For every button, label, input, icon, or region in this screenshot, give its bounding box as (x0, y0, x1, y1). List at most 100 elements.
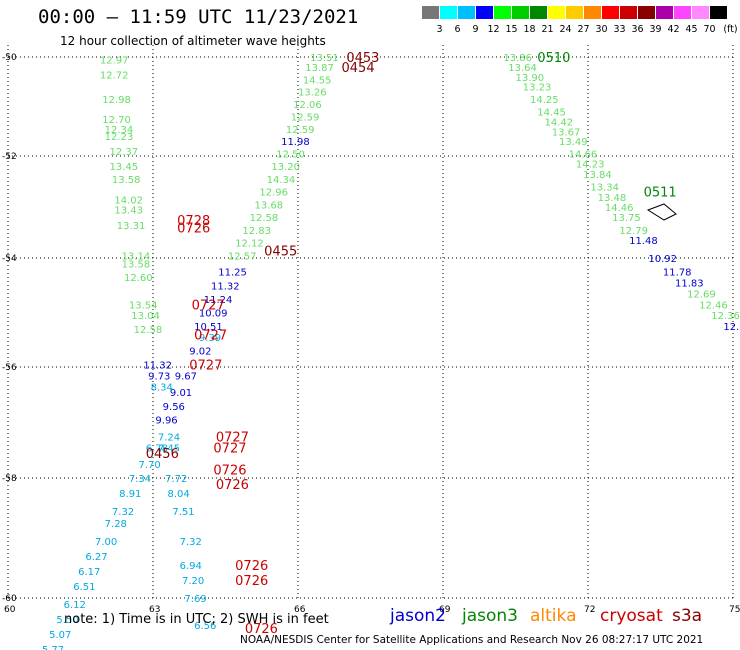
swh-value: 8.91 (119, 489, 141, 500)
lon-tick-label: 72 (584, 605, 595, 615)
observation-labels: 13.5113.8714.5513.2612.0612.5912.5911.98… (42, 51, 740, 650)
swh-value: 7.32 (112, 507, 134, 518)
swh-value: 13.45 (110, 162, 139, 173)
swh-value: 13.87 (305, 63, 334, 74)
lat-tick-label: -54 (2, 254, 17, 264)
pass-time-label: 0727 (194, 328, 227, 343)
swh-value: 14.34 (267, 175, 296, 186)
lat-tick-label: -52 (2, 152, 17, 162)
legend-swatch (476, 6, 493, 19)
swh-value: 10.09 (199, 309, 228, 320)
swh-value: 14.25 (530, 95, 559, 106)
swh-value: 13.58 (112, 175, 141, 186)
legend-swatch (602, 6, 619, 19)
swh-value: 6.27 (85, 552, 107, 563)
swh-value: 7.34 (129, 474, 151, 485)
pass-time-label: 0726 (177, 221, 210, 236)
swh-value: 12.96 (259, 188, 288, 199)
region-outline (646, 203, 677, 221)
legend-label: 24 (559, 24, 572, 35)
swh-value: 13.43 (114, 206, 143, 217)
swh-value: 12.69 (687, 289, 716, 300)
pass-time-label: 0511 (644, 186, 677, 201)
legend-swatch (548, 6, 565, 19)
swh-value: 9.39 (199, 333, 221, 344)
swh-value: 11.83 (675, 279, 704, 290)
swh-value: 8.34 (151, 382, 173, 393)
pass-time-label: 0456 (146, 447, 179, 462)
swh-value: 7.70 (139, 460, 161, 471)
swh-value: 12.59 (286, 125, 315, 136)
swh-value: 12.83 (242, 226, 271, 237)
lat-tick-label: -58 (2, 474, 17, 484)
swh-value: 13.90 (516, 73, 545, 84)
lon-tick-label: 75 (729, 605, 740, 615)
legend-label: 9 (472, 24, 479, 35)
pass-time-label: 0727 (189, 358, 222, 373)
swh-value: 6.94 (180, 561, 202, 572)
swh-value: 12.46 (699, 300, 728, 311)
swh-value: 12.98 (102, 95, 131, 106)
legend-label: 36 (631, 24, 644, 35)
swh-value: 9.01 (170, 388, 192, 399)
satellite-jason2: jason2 (390, 606, 446, 626)
pass-time-label: 0454 (342, 61, 375, 76)
swh-value: 13.31 (117, 221, 146, 232)
swh-value: 5.50 (56, 615, 78, 626)
pass-time-label: 0728 (177, 214, 210, 229)
swh-value: 14.46 (605, 203, 634, 214)
swh-value: 12.58 (134, 325, 163, 336)
legend-swatch (512, 6, 529, 19)
swh-value: 13.64 (508, 63, 537, 74)
swh-value: 6.56 (194, 621, 216, 632)
pass-time-label: 0726 (213, 464, 246, 479)
swh-value: 9.96 (155, 416, 177, 427)
swh-value: 12. (723, 322, 739, 333)
swh-value: 12.34 (105, 125, 134, 136)
swh-value: 14.42 (545, 117, 574, 128)
legend-label: 45 (685, 24, 698, 35)
legend-label: 21 (541, 24, 554, 35)
legend-swatch (566, 6, 583, 19)
legend-swatch (638, 6, 655, 19)
pass-time-label: 0726 (245, 622, 278, 637)
swh-value: 13.54 (129, 300, 158, 311)
swh-value: 12.06 (293, 100, 322, 111)
legend-swatch (584, 6, 601, 19)
legend-label: 30 (595, 24, 608, 35)
swh-value: 5.77 (42, 645, 64, 650)
swh-value: 12.58 (250, 213, 279, 224)
lat-tick-label: -60 (2, 594, 17, 604)
swh-value: 7.24 (158, 432, 180, 443)
swh-value: 12.79 (619, 226, 648, 237)
swh-value: 7.20 (182, 576, 204, 587)
swh-value: 6.17 (78, 567, 100, 578)
swh-value: 7.32 (180, 537, 202, 548)
swh-value: 10.51 (194, 322, 223, 333)
legend-swatch (458, 6, 475, 19)
lat-tick-label: -56 (2, 363, 17, 373)
swh-value: 10.92 (648, 254, 677, 265)
swh-value: 9.67 (175, 371, 197, 382)
credit-line: NOAA/NESDIS Center for Satellite Applica… (240, 634, 704, 646)
legend-label: 15 (505, 24, 518, 35)
swh-value: 14.23 (576, 160, 605, 171)
swh-value: 13.49 (559, 137, 588, 148)
lon-tick-label: 60 (4, 605, 16, 615)
swh-value: 11.78 (663, 268, 692, 279)
swh-value: 13.48 (598, 193, 627, 204)
swh-value: 13.58 (122, 259, 151, 270)
lat-tick-label: -50 (2, 53, 17, 63)
swh-value: 13.51 (310, 53, 339, 64)
swh-value: 13.20 (271, 162, 300, 173)
legend-label: 39 (649, 24, 662, 35)
legend-swatch (710, 6, 727, 19)
swh-value: 12.36 (711, 311, 740, 322)
swh-value: 12.50 (276, 150, 305, 161)
legend-label: 42 (667, 24, 680, 35)
swh-value: 11.98 (281, 137, 310, 148)
swh-value: 9.56 (163, 402, 185, 413)
pass-time-label: 0455 (264, 244, 297, 259)
